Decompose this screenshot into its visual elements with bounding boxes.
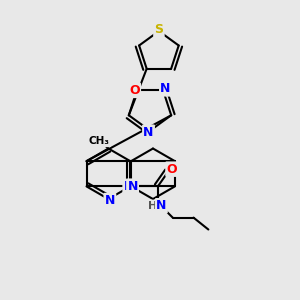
Text: N: N [143,126,154,139]
Text: N: N [156,199,167,212]
Text: N: N [128,180,138,193]
Text: S: S [154,23,164,36]
Text: O: O [129,84,140,97]
Text: N: N [160,82,171,95]
Text: O: O [167,163,177,176]
Text: N: N [124,180,134,193]
Text: CH₃: CH₃ [89,136,110,146]
Text: N: N [105,194,115,207]
Text: H: H [148,201,157,211]
